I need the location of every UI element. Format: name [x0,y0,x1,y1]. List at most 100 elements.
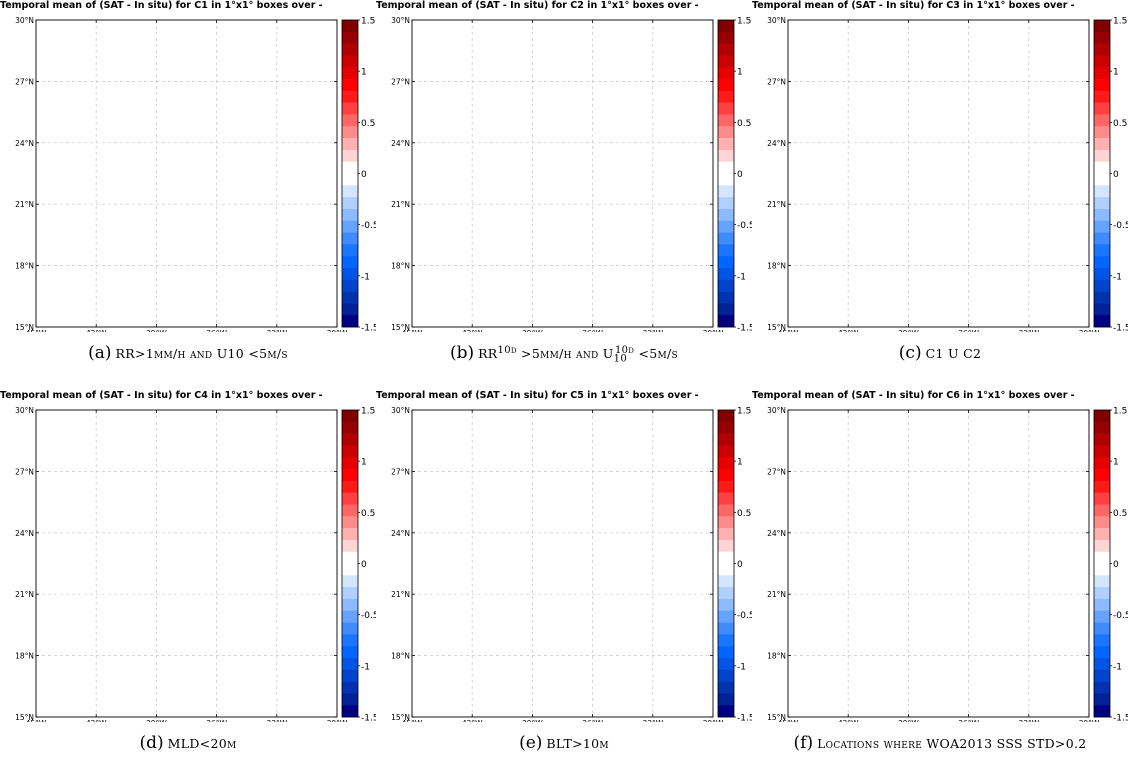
chart-panel-b: Temporal mean of (SAT - In situ) for C2 … [376,0,752,385]
colorbar-segment [718,43,734,56]
colorbar-segment [342,598,358,612]
caption-text: Locations where WOA2013 SSS STD>0.2 [817,736,1087,751]
colorbar-tick-label: 0.5 [737,119,751,129]
colorbar-tick-label: -0.5 [361,611,376,621]
colorbar-tick-label: -1.5 [737,324,752,333]
caption-letter: (f) [793,733,814,753]
x-tick-label: 36°W [582,329,603,332]
x-tick-label: 33°W [1018,719,1039,722]
plot-frame [35,409,338,718]
x-tick-label: 45°W [402,719,423,722]
y-tick-label: 27°N [15,77,34,86]
colorbar-segment [718,457,734,470]
x-tick-label: 30°W [703,719,724,722]
chart-caption: (a) RR>1mm/h and U10 <5m/s [0,343,376,363]
colorbar-segment [1094,681,1110,694]
x-tick-label: 30°W [327,329,348,332]
colorbar-segment [1094,197,1110,210]
colorbar-segment [718,681,734,694]
colorbar-tick-label: -1 [1113,662,1122,672]
colorbar-segment [342,279,358,292]
colorbar-segment [718,256,734,269]
colorbar-segment [718,55,734,68]
x-tick-label: 33°W [642,719,663,722]
colorbar-segment [342,539,358,552]
colorbar-tick-label: 1 [737,458,743,468]
colorbar-segment [1094,232,1110,245]
y-tick-label: 21°N [15,590,34,599]
colorbar-segment [342,161,358,174]
colorbar-segment [342,587,358,600]
colorbar-segment [1094,102,1110,115]
x-tick-label: 45°W [26,329,47,332]
y-tick-label: 27°N [391,77,410,86]
colorbar-segment [342,516,358,529]
colorbar-segment [718,126,734,139]
colorbar-segment [1094,303,1110,316]
y-tick-label: 18°N [391,652,410,661]
colorbar-segment [342,669,358,682]
y-tick-label: 15°N [15,713,34,722]
colorbar-segment [1094,208,1110,222]
y-tick-label: 21°N [391,590,410,599]
colorbar-segment [1094,173,1110,186]
colorbar-segment [718,622,734,635]
colorbar-segment [342,480,358,493]
chart-panel-c: Temporal mean of (SAT - In situ) for C3 … [752,0,1128,385]
colorbar-tick-label: 1.5 [361,407,375,417]
colorbar-segment [342,79,358,92]
colorbar-segment [1094,539,1110,552]
x-tick-label: 39°W [146,719,167,722]
colorbar-segment [342,197,358,210]
colorbar-segment [342,657,358,671]
colorbar-segment [342,149,358,162]
colorbar-segment [718,563,734,576]
y-tick-label: 15°N [767,323,786,332]
y-tick-label: 30°N [391,16,410,25]
colorbar-segment [718,90,734,103]
colorbar-segment [342,43,358,56]
colorbar-tick-label: 1 [737,68,743,78]
colorbar-tick-label: -1.5 [1113,714,1128,723]
colorbar-segment [1094,291,1110,304]
colorbar-segment [1094,55,1110,68]
colorbar-tick-label: 1 [361,68,367,78]
colorbar-segment [1094,67,1110,80]
x-tick-label: 45°W [402,329,423,332]
y-tick-label: 24°N [15,139,34,148]
colorbar-segment [718,433,734,446]
x-tick-label: 33°W [266,329,287,332]
y-tick-label: 18°N [15,652,34,661]
colorbar-tick-label: -1 [361,662,370,672]
colorbar-segment [342,220,358,233]
colorbar-segment [718,232,734,245]
colorbar-segment [718,149,734,162]
colorbar-segment [1094,457,1110,470]
colorbar-segment [718,480,734,493]
colorbar-segment [342,114,358,127]
y-tick-label: 24°N [391,529,410,538]
colorbar-tick-label: 1 [1113,458,1119,468]
colorbar-tick-label: 1.5 [1113,407,1127,417]
colorbar-tick-label: 0.5 [361,509,375,519]
colorbar-segment [1094,610,1110,623]
caption-letter: (a) [88,343,112,363]
x-tick-label: 33°W [266,719,287,722]
colorbar-segment [718,693,734,706]
colorbar-segment [1094,622,1110,635]
plot-frame [411,19,714,328]
x-tick-label: 36°W [958,329,979,332]
colorbar-segment [342,421,358,434]
colorbar-tick-label: -0.5 [737,221,752,231]
colorbar-segment [342,126,358,139]
colorbar-segment [342,232,358,245]
colorbar-segment [342,303,358,316]
colorbar-segment [342,90,358,103]
y-tick-label: 15°N [391,713,410,722]
x-tick-label: 36°W [206,329,227,332]
colorbar-segment [718,492,734,505]
colorbar-segment [718,705,734,718]
chart-svg: 45°W 42°W 39°W 36°W 33°W 30°W 30°N 27°N 24°N 21°N… [767,406,1128,723]
colorbar-segment [1094,669,1110,682]
colorbar-segment [718,551,734,564]
